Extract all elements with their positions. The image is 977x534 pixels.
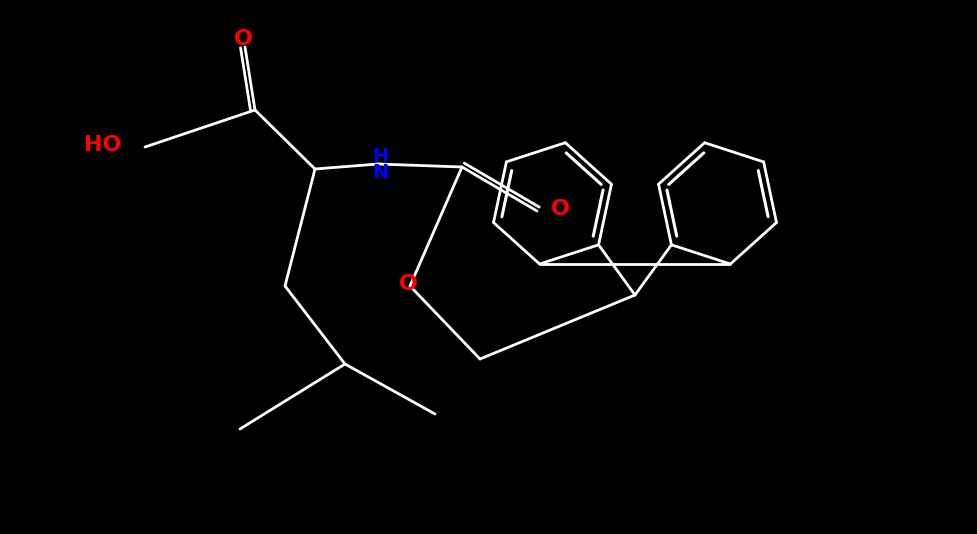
Text: N: N — [371, 162, 388, 182]
Text: O: O — [398, 274, 417, 294]
Text: O: O — [550, 199, 570, 219]
Text: H: H — [371, 146, 388, 166]
Text: O: O — [234, 29, 252, 49]
Text: HO: HO — [83, 135, 121, 155]
